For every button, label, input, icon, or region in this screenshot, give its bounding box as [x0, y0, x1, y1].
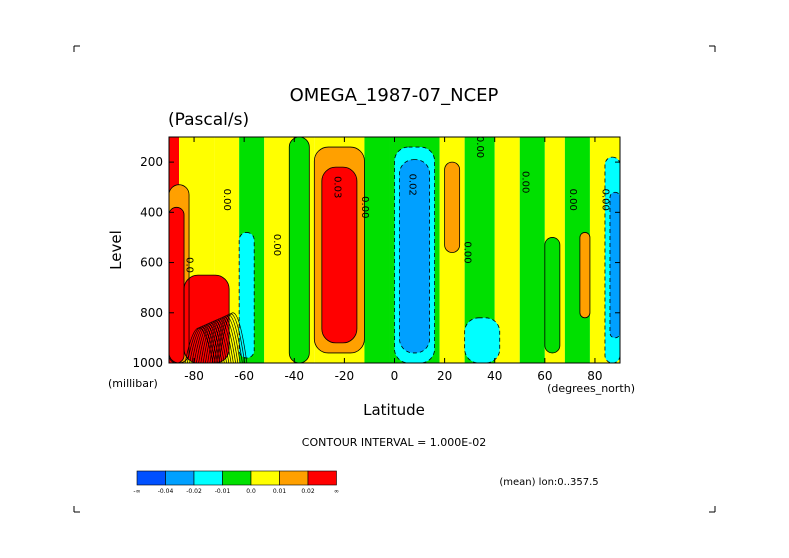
corner-marks: [73, 45, 716, 513]
corner-mark-top-right: [709, 45, 716, 52]
colorbar-swatch-5: [279, 470, 309, 486]
contour-label-7: 0.00: [474, 136, 485, 158]
contour-label-3: 0.03: [331, 176, 342, 198]
contour-line-6: [321, 166, 358, 344]
contour-line-3: [238, 232, 255, 359]
band-10: [494, 137, 520, 363]
field-region-14: [609, 192, 620, 338]
x-axis: -80 -60 -40 -20 0 20 40 60 80: [184, 137, 603, 383]
colorbar-swatch-3: [222, 470, 252, 486]
corner-mark-bottom-left: [73, 506, 80, 513]
field-region-8: [399, 159, 430, 353]
contour-line-1: [169, 206, 185, 363]
field-region-11: [544, 237, 560, 353]
colorbar-label-2: -0.02: [186, 488, 202, 495]
y-tick-label-4: 1000: [132, 356, 163, 370]
contour-label-4: 0.00: [359, 196, 370, 218]
contour-line-11: [544, 237, 561, 354]
y-tick-label-0: 200: [140, 155, 163, 169]
field-region-9: [444, 162, 460, 253]
x-tick-label-5: 20: [437, 369, 452, 383]
colorbar-label-4: 0.0: [246, 488, 256, 495]
field-region-4: [289, 137, 310, 363]
contour-interval-text: CONTOUR INTERVAL = 1.000E-02: [302, 436, 486, 449]
band-11: [519, 137, 545, 363]
corner-mark-top-left: [73, 45, 80, 52]
x-tick-label-4: 0: [391, 369, 399, 383]
colorbar-swatch-1: [165, 470, 195, 486]
dense-contour-15: [218, 312, 248, 363]
x-units-label: (degrees_north): [547, 382, 635, 395]
contour-lines: [169, 137, 620, 363]
y-tick-label-1: 400: [140, 205, 163, 219]
colorbar-label-0: -∞: [133, 488, 140, 495]
contour-label-5: 0.02: [407, 174, 418, 196]
contour-line-8: [399, 159, 430, 354]
x-tick-label-8: 80: [587, 369, 602, 383]
contour-label-6: 0.00: [462, 241, 473, 263]
x-tick-label-1: -60: [234, 369, 254, 383]
colorbar-swatch-0: [136, 470, 166, 486]
x-tick-label-0: -80: [184, 369, 204, 383]
contour-line-12: [579, 232, 591, 319]
x-axis-label: Latitude: [363, 401, 425, 419]
y-units-label: (millibar): [108, 377, 158, 390]
contour-line-2: [183, 274, 230, 363]
contour-label-0: 0.0: [184, 257, 195, 273]
contour-line-4: [288, 137, 310, 363]
contour-label-8: 0.00: [519, 171, 530, 193]
field-region-3: [239, 232, 255, 358]
field-region-6: [321, 167, 357, 343]
contour-label-10: 0.00: [599, 189, 610, 211]
contour-line-5: [313, 146, 365, 354]
colorbar-label-7: ∞: [334, 488, 339, 495]
colorbar-label-5: 0.01: [273, 488, 287, 495]
y-axis-label: Level: [107, 230, 125, 270]
colorbar-label-6: 0.02: [301, 488, 315, 495]
x-tick-label-7: 60: [537, 369, 552, 383]
field-region-12: [579, 232, 590, 318]
x-tick-label-2: -40: [284, 369, 304, 383]
chart-title: OMEGA_1987-07_NCEP: [290, 85, 499, 106]
mean-lon-text: (mean) lon:0..357.5: [499, 477, 598, 488]
contour-line-13: [604, 156, 620, 363]
colorbar-label-3: -0.01: [215, 488, 231, 495]
colorbar-swatch-4: [250, 470, 280, 486]
chart-units: (Pascal/s): [168, 110, 249, 130]
contour-label-9: 0.00: [567, 189, 578, 211]
colorbar-swatch-6: [307, 470, 337, 486]
field-region-10: [464, 317, 500, 363]
x-tick-label-6: 40: [487, 369, 502, 383]
contour-label-2: 0.00: [271, 234, 282, 256]
colorbar-swatch-2: [193, 470, 223, 486]
contour-line-14: [609, 191, 620, 339]
field-region-1: [169, 207, 185, 363]
y-axis: 200 400 600 800 1000: [132, 155, 620, 370]
band-6: [364, 137, 390, 363]
contour-line-9: [444, 161, 461, 253]
contour-line-0: [169, 184, 190, 363]
corner-mark-bottom-right: [709, 506, 716, 513]
colorbar-label-1: -0.04: [158, 488, 174, 495]
contour-line-7: [394, 146, 435, 363]
y-tick-label-2: 600: [140, 256, 163, 270]
contour-label-1: 0.00: [221, 189, 232, 211]
contour-labels: 0.0 0.00 0.00 0.03 0.00 0.02 0.00 0.00 0.00 0.00 0…: [184, 136, 611, 273]
colorbar: -∞ -0.04 -0.02 -0.01 0.0 0.01 0.02 ∞: [133, 470, 339, 495]
x-tick-label-3: -20: [335, 369, 355, 383]
y-tick-label-3: 800: [140, 306, 163, 320]
